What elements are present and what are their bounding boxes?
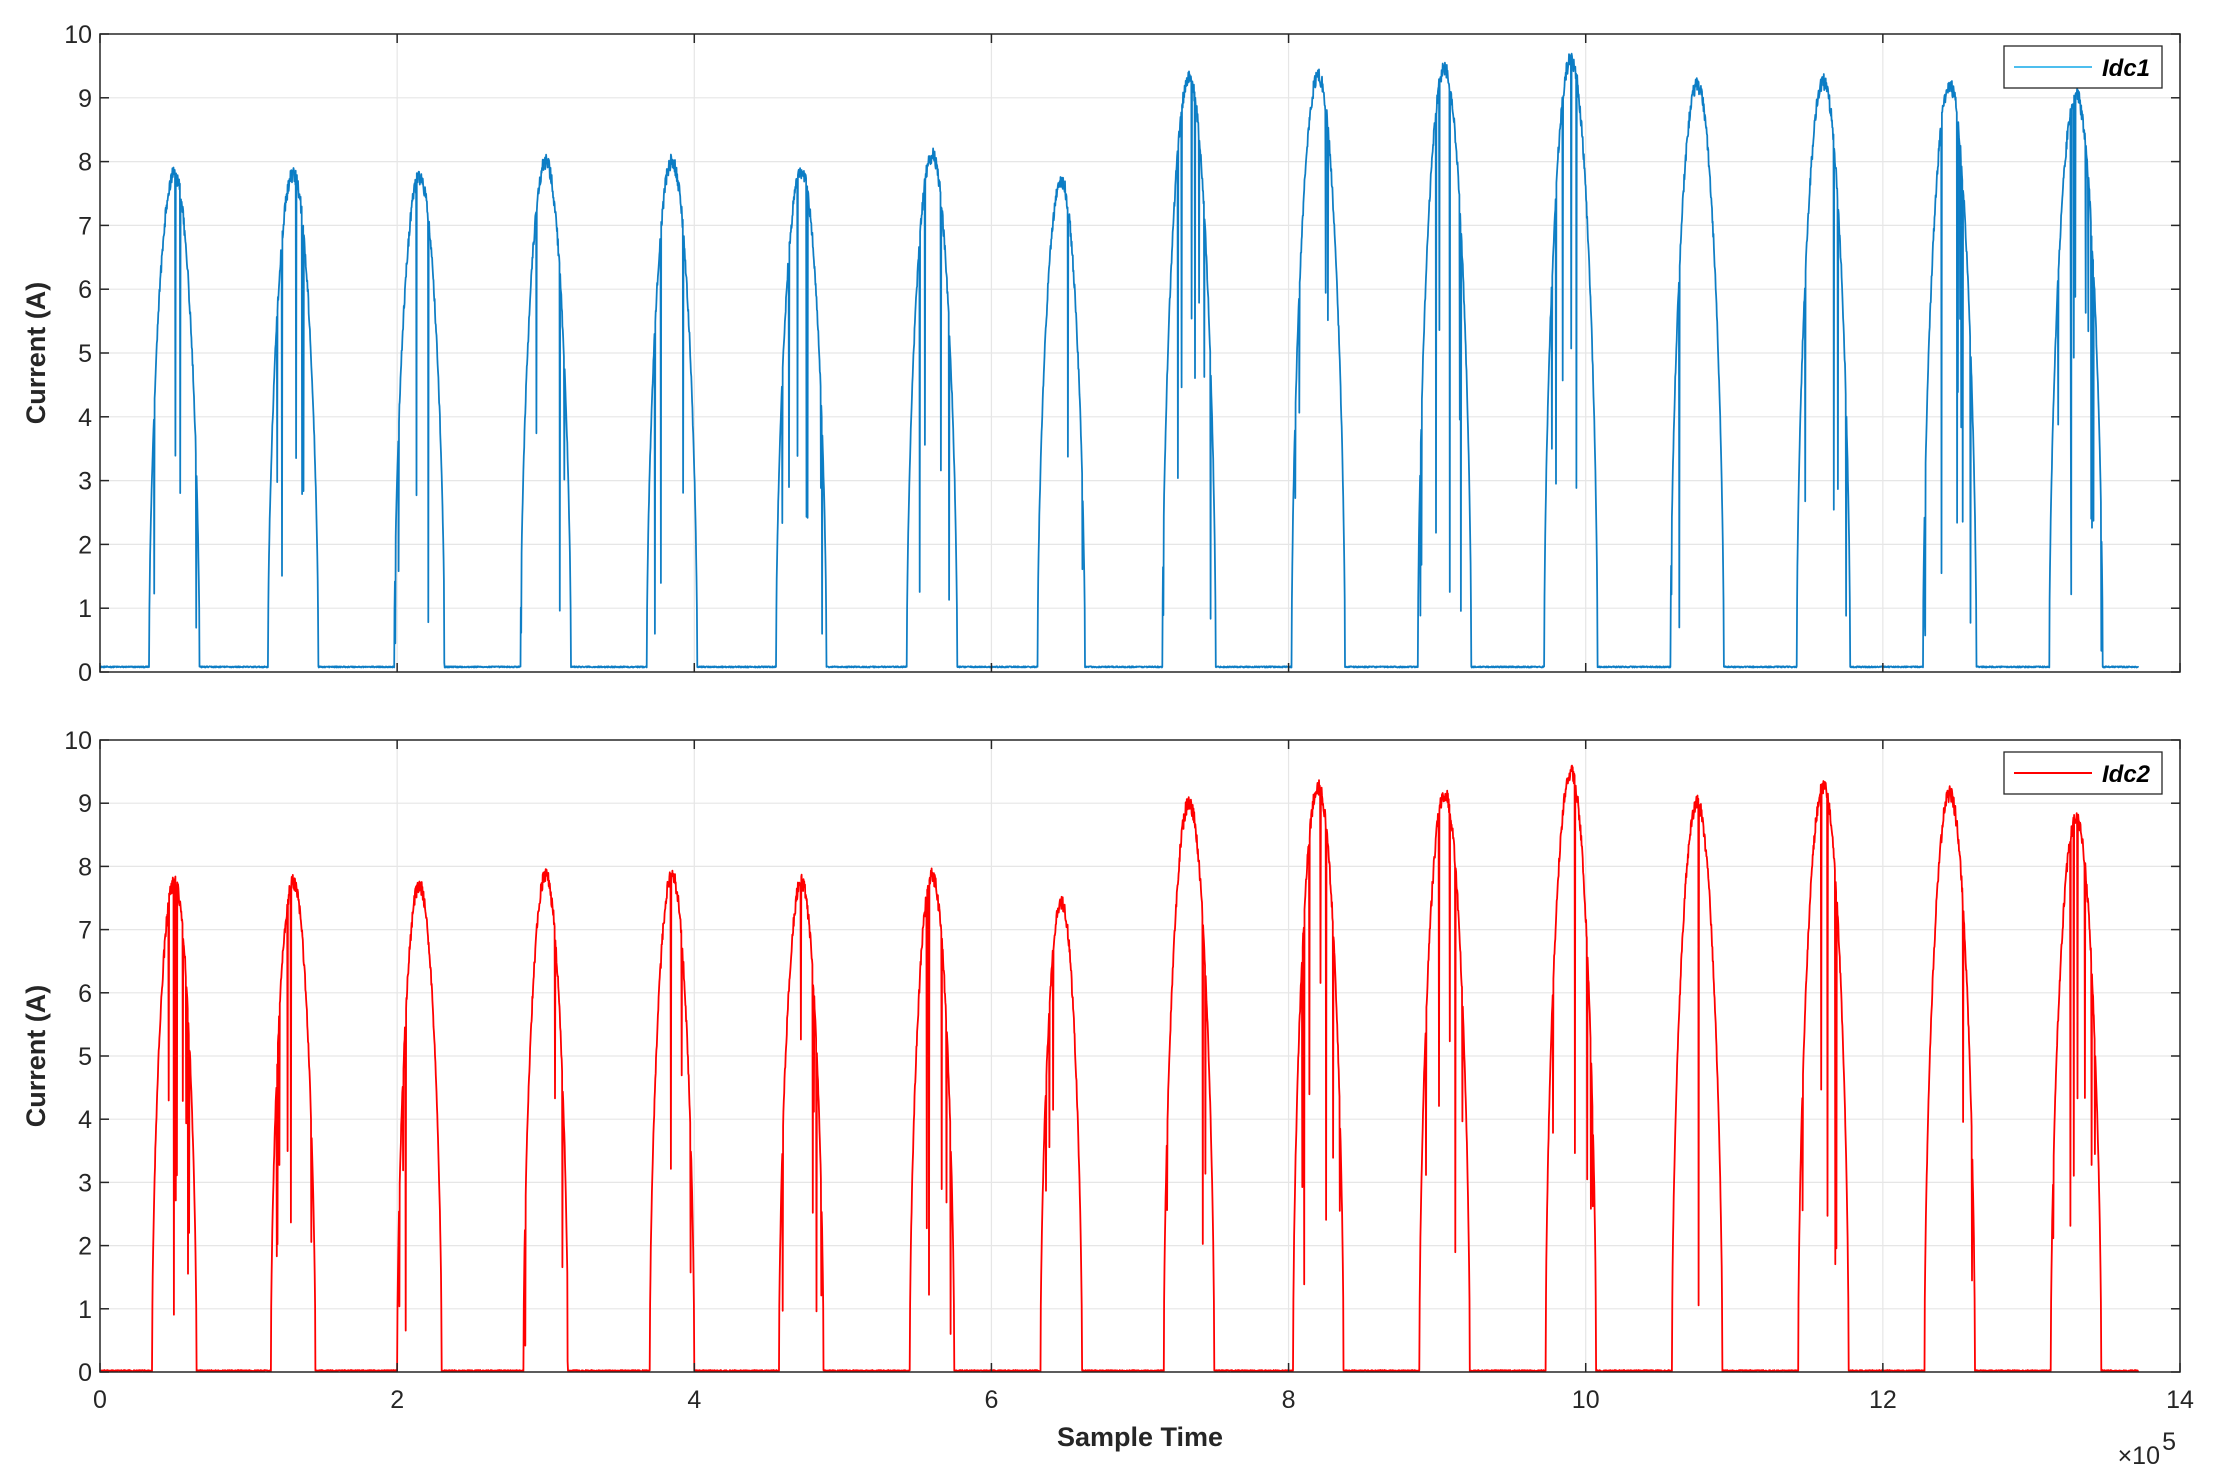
legend: Idc2	[2003, 751, 2163, 795]
x-scale-factor: ×10	[2118, 1442, 2160, 1470]
y-tick-label: 10	[64, 21, 92, 49]
x-tick-label: 6	[984, 1386, 998, 1414]
y-tick-label: 10	[64, 727, 92, 755]
x-tick-label: 10	[1572, 1386, 1600, 1414]
legend-label-idc2: Idc2	[2102, 761, 2151, 788]
y-tick-label: 0	[78, 1359, 92, 1387]
y-tick-label: 3	[78, 1169, 92, 1197]
x-tick-label: 0	[93, 1386, 107, 1414]
y-tick-label: 7	[78, 917, 92, 945]
x-tick-label: 8	[1282, 1386, 1296, 1414]
y-tick-label: 4	[78, 404, 92, 432]
x-tick-label: 2	[390, 1386, 404, 1414]
y-tick-label: 9	[78, 85, 92, 113]
y-tick-label: 5	[78, 1043, 92, 1071]
legend: Idc1	[2003, 45, 2163, 89]
x-scale-exponent: 5	[2162, 1428, 2176, 1456]
y-tick-label: 5	[78, 340, 92, 368]
series-line-idc2	[99, 764, 2140, 1373]
top-chart-panel: 0 1 2 3 4 5 6 7 8 9 10 Current (A) Idc1	[21, 21, 2181, 687]
y-tick-label: 9	[78, 790, 92, 818]
y-tick-label: 0	[78, 659, 92, 687]
y-tick-label: 6	[78, 276, 92, 304]
y-tick-label: 8	[78, 853, 92, 881]
y-tick-label: 1	[78, 595, 92, 623]
x-tick-label: 14	[2166, 1386, 2194, 1414]
y-tick-label: 2	[78, 531, 92, 559]
series-line-idc1	[99, 52, 2140, 669]
y-tick-label: 6	[78, 980, 92, 1008]
y-axis-title: Current (A)	[21, 985, 51, 1128]
legend-label-idc1: Idc1	[2102, 55, 2150, 82]
x-tick-label: 12	[1869, 1386, 1897, 1414]
y-tick-label: 4	[78, 1106, 92, 1134]
y-tick-label: 2	[78, 1233, 92, 1261]
y-axis-title: Current (A)	[21, 282, 51, 425]
y-tick-label: 1	[78, 1296, 92, 1324]
y-tick-label: 3	[78, 468, 92, 496]
y-tick-label: 7	[78, 212, 92, 240]
x-axis-title: Sample Time	[1057, 1422, 1223, 1452]
y-tick-label: 8	[78, 149, 92, 177]
x-tick-label: 4	[687, 1386, 701, 1414]
